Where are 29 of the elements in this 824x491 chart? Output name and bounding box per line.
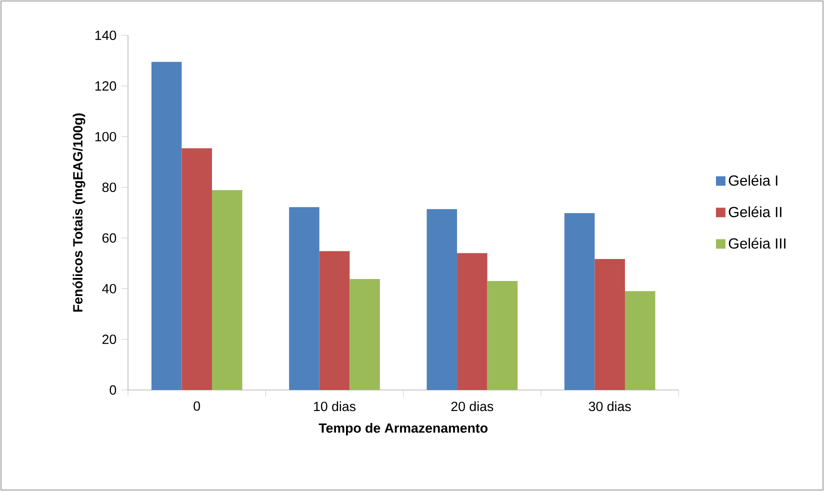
y-tick-label: 20 [102, 334, 116, 344]
x-tick-label: 10 dias [314, 401, 356, 412]
y-tick-label: 60 [102, 233, 116, 243]
x-axis-title: Tempo de Armazenamento [318, 422, 488, 436]
y-tick-label: 140 [95, 30, 116, 40]
x-tick-label: 0 [194, 401, 200, 411]
legend-label: Geléia III [728, 238, 786, 249]
bar [319, 251, 350, 390]
bar [289, 207, 320, 390]
y-tick-label: 0 [110, 385, 116, 395]
bar [212, 190, 242, 390]
y-tick-label: 80 [102, 182, 116, 192]
x-tick-label: 30 dias [588, 401, 631, 412]
y-axis-title: Fenólicos Totais (mgEAG/100g) [72, 113, 86, 312]
bar [350, 279, 380, 390]
bar [487, 281, 518, 390]
legend-label: Geléia I [728, 174, 778, 186]
bar [564, 213, 595, 390]
bar [594, 259, 625, 390]
bar [151, 62, 182, 390]
x-tick-label: 20 dias [451, 401, 494, 412]
bar [624, 291, 656, 390]
y-tick-label: 40 [102, 284, 116, 294]
legend-label: Geléia II [728, 206, 782, 218]
y-tick-label: 100 [95, 132, 116, 142]
y-tick-label: 120 [95, 81, 116, 91]
bar [182, 148, 212, 390]
bar [457, 253, 488, 390]
bar [426, 209, 458, 390]
